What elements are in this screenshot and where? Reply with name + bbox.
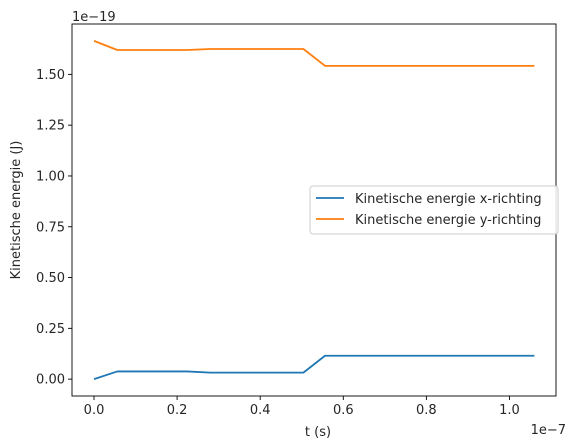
y-axis-ticks: 0.00 0.25 0.50 0.75 1.00 1.25 1.50 — [36, 68, 72, 388]
legend-box — [309, 185, 559, 235]
legend: Kinetische energie x-richting Kinetische… — [309, 185, 559, 235]
x-tick-label: 0.8 — [416, 403, 437, 418]
x-tick-label: 0.0 — [84, 403, 105, 418]
x-axis-label: t (s) — [305, 425, 331, 440]
y-tick-label: 1.25 — [36, 119, 65, 134]
y-tick-label: 0.00 — [36, 373, 65, 388]
y-tick-label: 0.50 — [36, 271, 65, 286]
y-tick-label: 1.00 — [36, 169, 65, 184]
series-line-0 — [93, 354, 535, 380]
legend-label-x-richting: Kinetische energie x-richting — [355, 192, 542, 207]
y-axis-label: Kinetische energie (J) — [9, 141, 24, 280]
series-layer — [93, 40, 535, 380]
series-line-1 — [93, 40, 535, 67]
x-tick-label: 1.0 — [499, 403, 520, 418]
y-tick-label: 0.75 — [36, 220, 65, 235]
x-tick-label: 0.2 — [167, 403, 188, 418]
x-tick-label: 0.6 — [333, 403, 354, 418]
x-offset-label: 1e−7 — [531, 423, 566, 438]
legend-label-y-richting: Kinetische energie y-richting — [355, 213, 541, 228]
y-tick-label: 0.25 — [36, 322, 65, 337]
y-tick-label: 1.50 — [36, 68, 65, 83]
y-offset-label: 1e−19 — [72, 10, 116, 25]
x-tick-label: 0.4 — [250, 403, 271, 418]
x-axis-ticks: 0.0 0.2 0.4 0.6 0.8 1.0 — [84, 396, 520, 418]
